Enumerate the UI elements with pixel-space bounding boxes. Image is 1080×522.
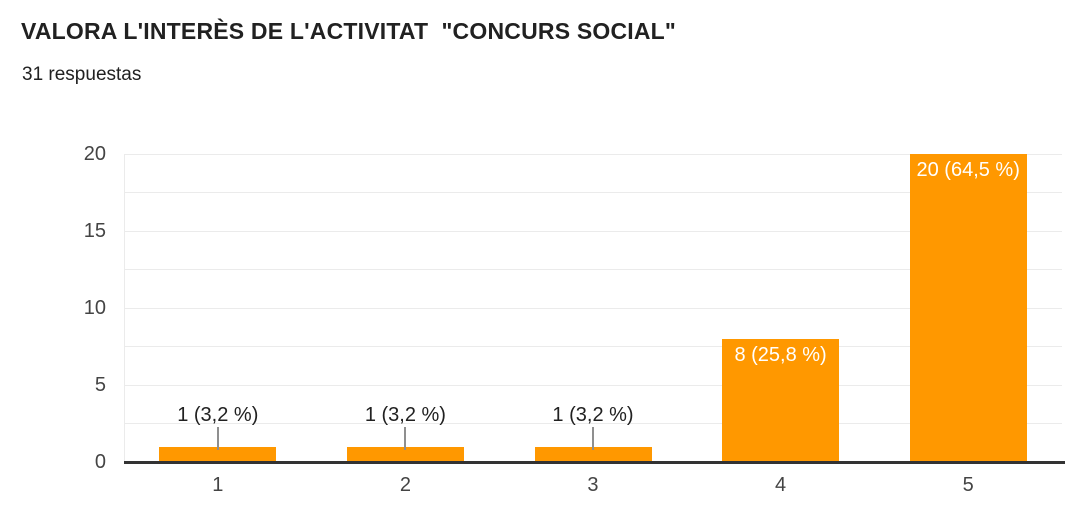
y-axis-label: 0 <box>94 451 106 473</box>
gridline <box>124 346 1062 347</box>
y-axis-label: 15 <box>83 220 106 242</box>
gridline <box>124 230 1062 232</box>
label-connector-line <box>216 426 219 450</box>
bar-value-label: 1 (3,2 %) <box>364 403 446 426</box>
bar-value-label: 8 (25,8 %) <box>734 343 827 366</box>
bar[interactable]: 8 (25,8 %) <box>722 338 840 462</box>
label-connector-line <box>592 426 594 450</box>
bar[interactable] <box>346 446 464 462</box>
x-axis-label: 1 <box>212 474 224 496</box>
y-axis-label: 20 <box>83 143 106 165</box>
plot-left-border <box>124 154 125 462</box>
gridline <box>124 423 1062 424</box>
response-count: 31 respuestas <box>22 64 142 85</box>
gridline <box>124 192 1062 193</box>
bar[interactable]: 20 (64,5 %) <box>909 154 1027 462</box>
gridline <box>124 153 1062 155</box>
x-axis-label: 2 <box>399 474 411 496</box>
gridline <box>124 384 1062 386</box>
gridline <box>124 307 1062 309</box>
bar[interactable] <box>159 446 277 462</box>
bar-value-label: 1 (3,2 %) <box>177 403 259 426</box>
x-axis-label: 5 <box>962 474 974 496</box>
chart-title: VALORA L'INTERÈS DE L'ACTIVITAT "CONCURS… <box>21 18 677 44</box>
bar-value-label: 20 (64,5 %) <box>916 159 1020 181</box>
bar-value-label: 1 (3,2 %) <box>552 403 634 426</box>
gridline <box>124 269 1062 270</box>
y-axis-label: 5 <box>94 374 106 396</box>
bar[interactable] <box>534 446 652 462</box>
y-axis-label: 10 <box>83 297 106 319</box>
x-axis-label: 3 <box>587 474 599 496</box>
x-axis-label: 4 <box>775 474 787 496</box>
x-axis-baseline <box>124 461 1065 464</box>
label-connector-line <box>404 426 407 450</box>
